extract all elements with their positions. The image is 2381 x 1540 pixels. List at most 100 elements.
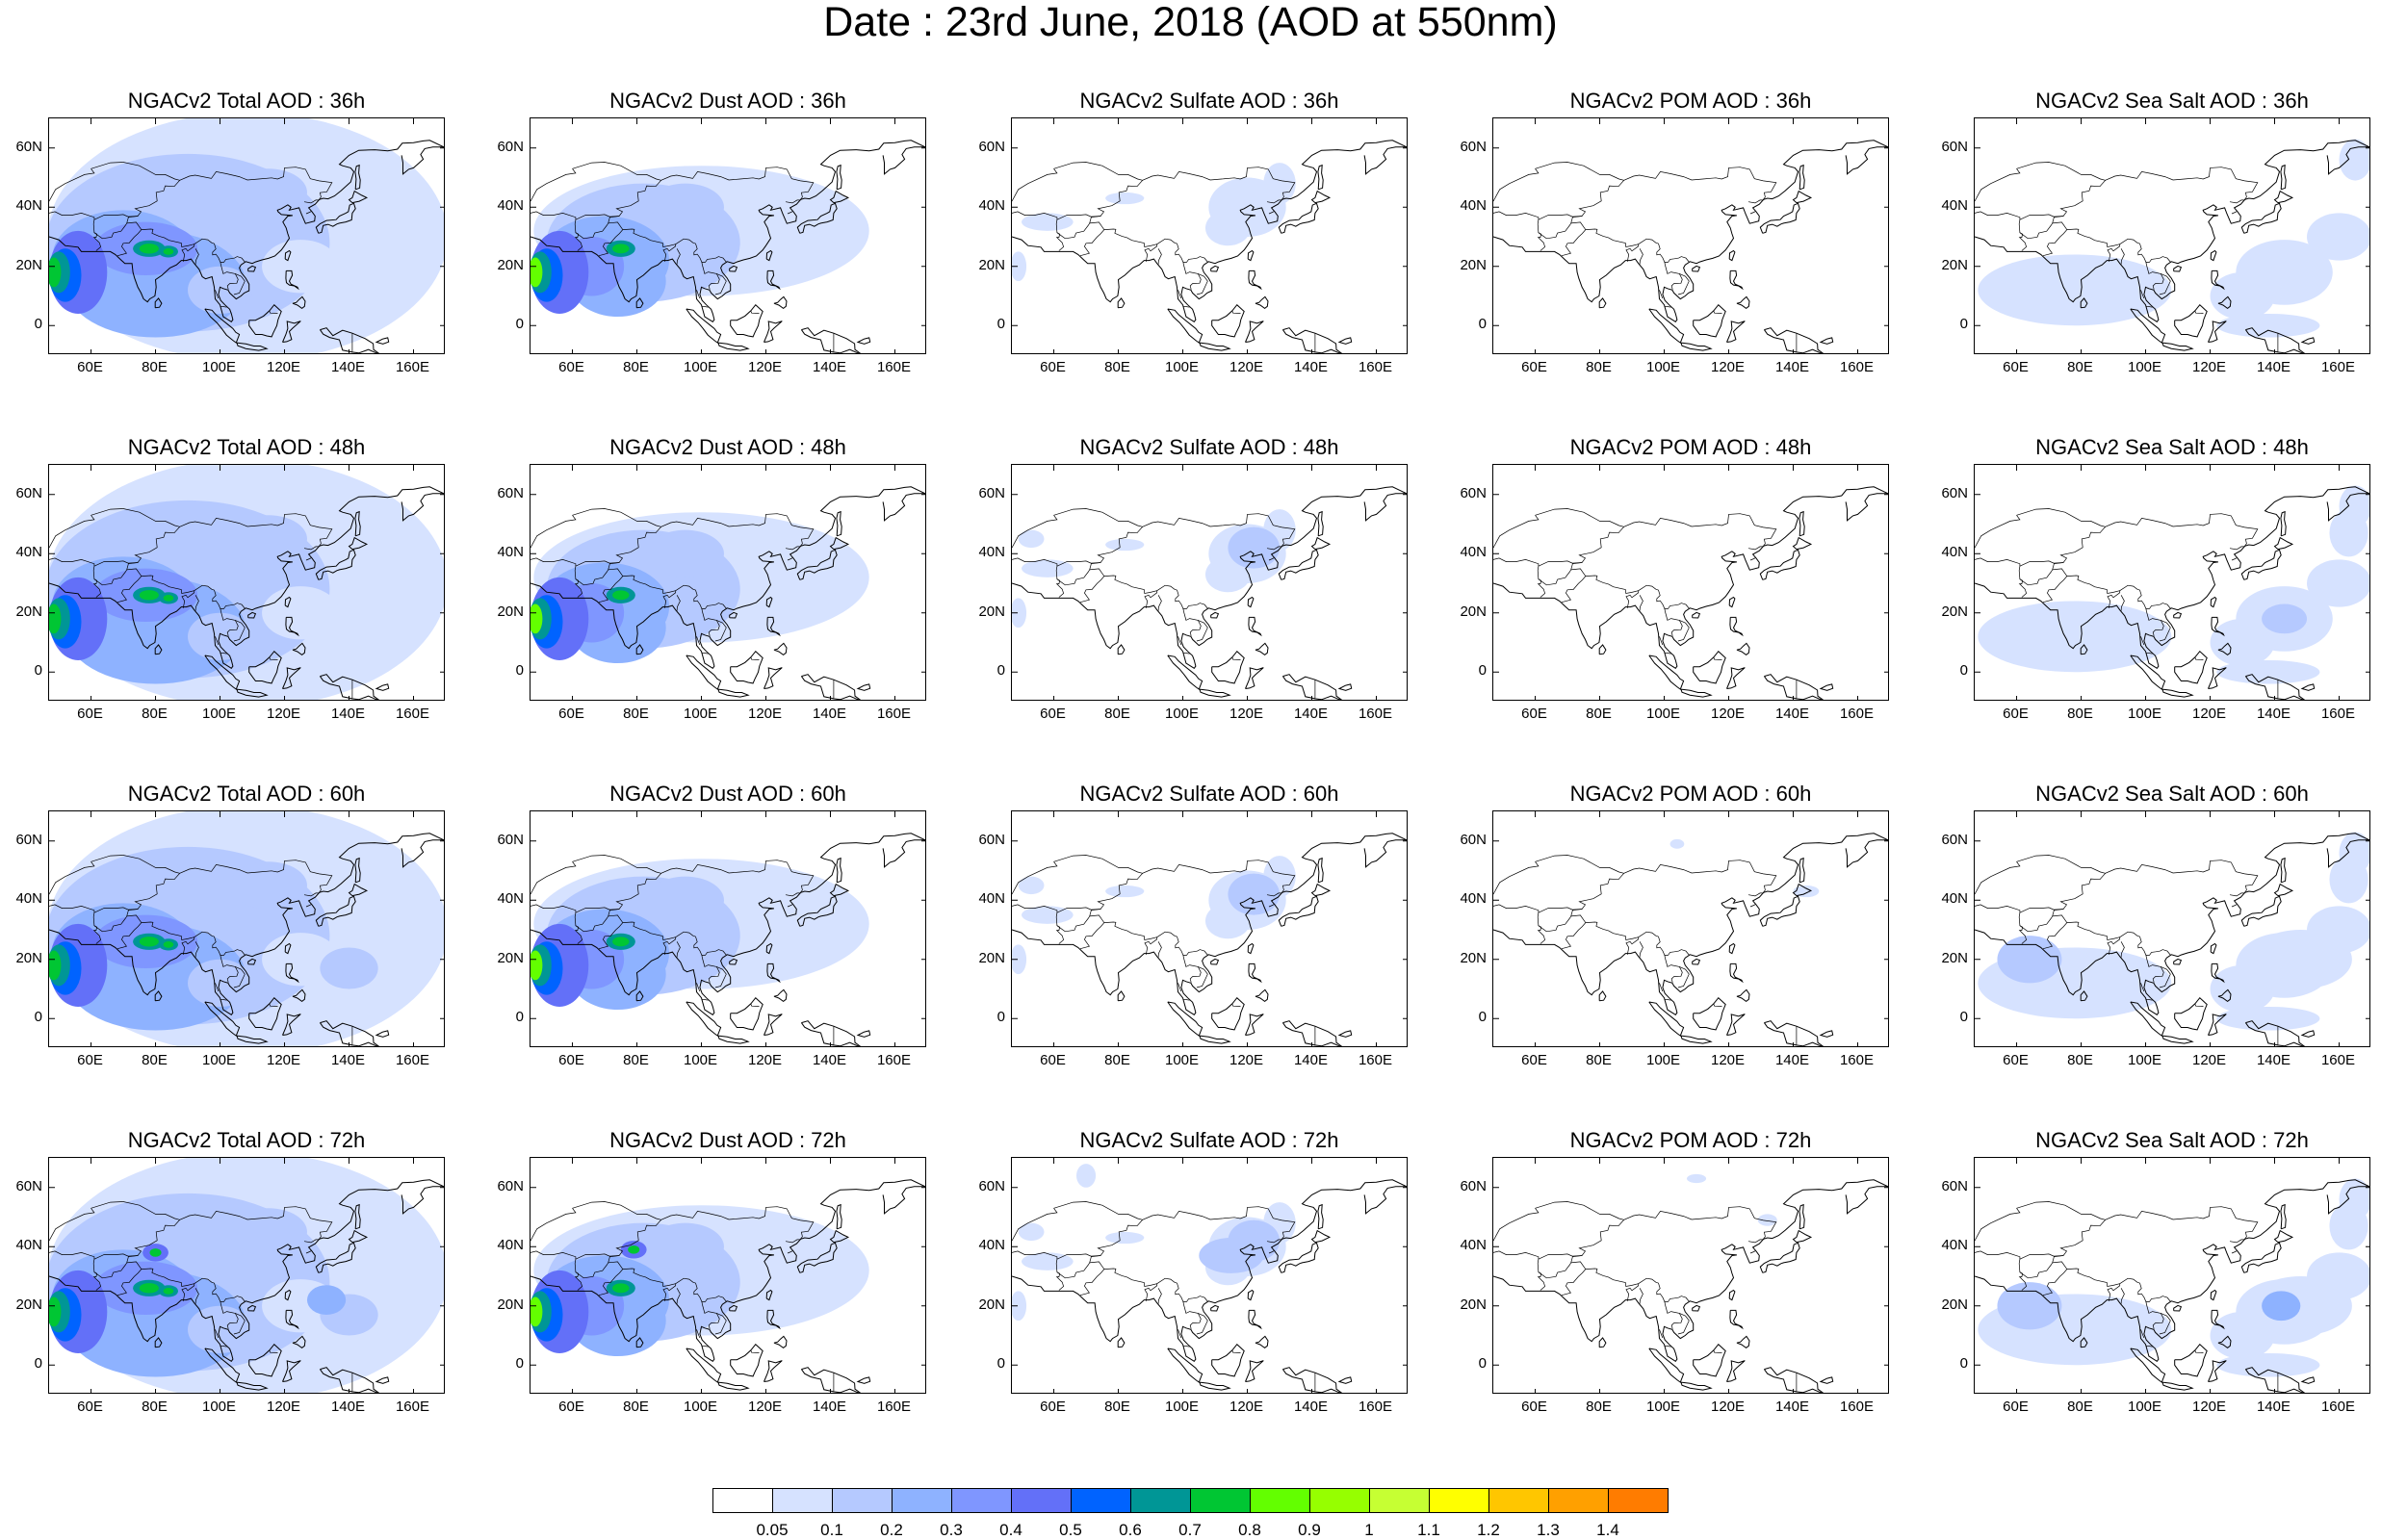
country-border xyxy=(1664,1345,1671,1348)
country-border xyxy=(2145,1301,2164,1329)
country-border xyxy=(1053,508,1143,527)
coastline xyxy=(2300,1376,2316,1384)
coastline xyxy=(1792,1229,1813,1244)
coastline xyxy=(1310,190,1332,204)
coastline xyxy=(292,988,306,1003)
country-border xyxy=(2231,1250,2238,1254)
x-tick-label: 100E xyxy=(1164,359,1200,375)
aod-patch xyxy=(139,244,159,254)
country-border xyxy=(1749,557,1756,561)
country-border xyxy=(1535,162,1624,181)
coastline xyxy=(2210,1289,2217,1301)
coastline xyxy=(154,297,163,309)
aod-patch xyxy=(49,950,62,981)
colorbar-label: 0.8 xyxy=(1238,1521,1261,1539)
coastline xyxy=(730,1343,763,1377)
aod-patch xyxy=(2329,509,2368,557)
x-tick-label: 140E xyxy=(2256,359,2291,375)
panel-title: NGACv2 POM AOD : 72h xyxy=(1569,1128,1812,1152)
aod-patch xyxy=(365,885,430,945)
country-border xyxy=(269,311,278,314)
country-border xyxy=(572,1201,661,1220)
aod-patch xyxy=(531,603,543,634)
aod-patch xyxy=(2262,603,2308,634)
x-tick-label: 60E xyxy=(1521,706,1547,722)
coastline xyxy=(2174,1343,2208,1377)
country-border xyxy=(1561,914,1587,950)
colorbar-swatch xyxy=(892,1488,952,1513)
country-border xyxy=(1056,167,1296,220)
coastline xyxy=(247,958,257,965)
coastline xyxy=(2208,1014,2227,1036)
aod-patch xyxy=(163,1287,174,1295)
coastline xyxy=(236,1381,269,1391)
country-border xyxy=(1056,216,1101,240)
country-border xyxy=(1638,931,1690,956)
y-tick-label: 20N xyxy=(1460,603,1487,620)
x-tick-label: 80E xyxy=(1104,706,1130,722)
y-tick-label: 0 xyxy=(996,1009,1005,1026)
country-border xyxy=(714,620,727,642)
x-tick-label: 80E xyxy=(1586,706,1612,722)
coastline xyxy=(285,962,299,984)
aod-patch xyxy=(49,1296,62,1327)
country-border xyxy=(701,262,720,290)
coastline xyxy=(1248,270,1262,291)
x-tick-label: 160E xyxy=(1358,1399,1393,1415)
country-border xyxy=(622,228,677,262)
country-border xyxy=(1561,221,1587,257)
coastline xyxy=(2273,190,2294,204)
coastline xyxy=(1819,683,1834,691)
y-tick-label: 0 xyxy=(1959,1355,1968,1373)
coastline xyxy=(1310,883,1332,897)
country-border xyxy=(194,248,199,265)
country-border xyxy=(750,311,760,314)
map-panel: NGACv2 Dust AOD : 60h 60N 40N 20N 0 60E 80E 100… xyxy=(497,782,926,1068)
aod-patch xyxy=(1022,559,1074,578)
x-tick-label: 160E xyxy=(876,1399,912,1415)
coastline xyxy=(1736,295,1750,310)
coastline xyxy=(1310,1229,1332,1244)
aod-patch xyxy=(2307,213,2369,261)
country-border xyxy=(2042,221,2068,257)
coastline xyxy=(1278,895,1319,927)
map-panel: NGACv2 Dust AOD : 48h 60N 40N 20N 0 60E 80E 100… xyxy=(497,435,926,722)
country-border xyxy=(2229,892,2244,897)
y-tick-label: 0 xyxy=(996,316,1005,333)
map-panel: NGACv2 Sea Salt AOD : 72h 60N 40N 20N 0 60E 80… xyxy=(1941,1128,2370,1415)
x-tick-label: 120E xyxy=(1710,359,1746,375)
x-tick-label: 100E xyxy=(2127,359,2162,375)
coastline xyxy=(2161,1381,2194,1391)
coastline xyxy=(315,1242,356,1273)
map-panel: NGACv2 POM AOD : 36h 60N 40N 20N 0 60E 80E 100E… xyxy=(1460,89,1889,375)
coastline xyxy=(836,857,842,884)
y-tick-label: 0 xyxy=(1478,1009,1487,1026)
aod-patch xyxy=(365,1231,430,1292)
aod-patch xyxy=(1757,1214,1777,1226)
map-panel: NGACv2 Sulfate AOD : 60h 60N 40N 20N 0 60E 80E… xyxy=(978,782,1408,1068)
country-border xyxy=(303,1239,319,1244)
country-border xyxy=(92,566,102,598)
country-border xyxy=(1535,1201,1624,1220)
coastline xyxy=(1763,1020,1825,1046)
x-tick-label: 120E xyxy=(266,1052,301,1068)
country-border xyxy=(1196,1313,1208,1335)
country-border xyxy=(701,1345,709,1348)
colorbar-swatch xyxy=(1429,1488,1489,1513)
country-border xyxy=(1535,855,1624,874)
coastline xyxy=(1281,327,1343,353)
country-border xyxy=(220,608,239,636)
coastline xyxy=(1845,146,1888,175)
coastline xyxy=(729,958,738,965)
coastline xyxy=(1199,342,1231,351)
x-tick-label: 140E xyxy=(1774,1399,1810,1415)
country-border xyxy=(1659,636,1664,646)
country-border xyxy=(2019,860,2259,913)
map-panel: NGACv2 POM AOD : 48h 60N 40N 20N 0 60E 80E 100E… xyxy=(1460,435,1889,722)
country-border xyxy=(220,998,227,1001)
coastline xyxy=(1493,1179,1888,1362)
country-border xyxy=(1659,290,1664,299)
x-tick-label: 100E xyxy=(683,359,718,375)
country-border xyxy=(575,513,815,567)
country-border xyxy=(1103,1268,1158,1301)
